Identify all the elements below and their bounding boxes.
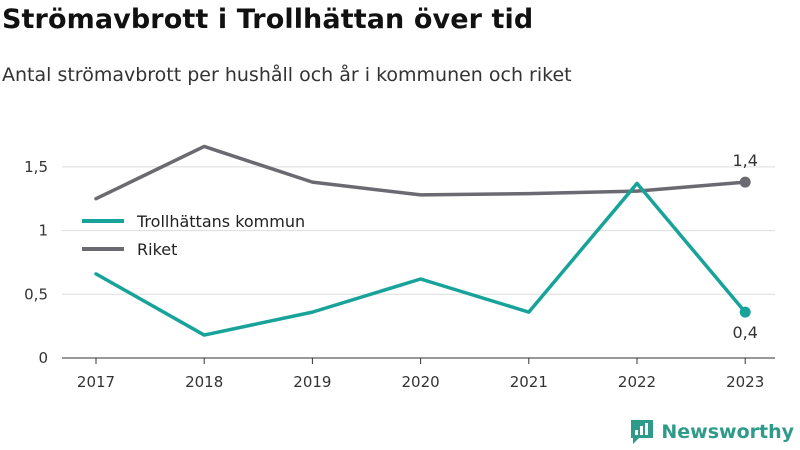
x-tick-label: 2021	[510, 373, 548, 391]
series-end-point	[739, 306, 751, 318]
x-axis-ticks: 2017 2018 2019 2020 2021 2022 2023	[77, 358, 764, 391]
series-end-label: 0,4	[732, 323, 757, 342]
x-tick-label: 2022	[618, 373, 656, 391]
series-end-point	[739, 176, 751, 188]
chart-title: Strömavbrott i Trollhättan över tid	[2, 4, 534, 35]
series-end-label: 1,4	[732, 151, 757, 170]
legend-entry: Riket	[137, 240, 177, 259]
brand-name: Newsworthy	[661, 421, 794, 443]
y-tick-label: 0,5	[24, 285, 48, 303]
x-tick-label: 2020	[402, 373, 440, 391]
x-tick-label: 2018	[185, 373, 223, 391]
chart-subtitle: Antal strömavbrott per hushåll och år i …	[2, 64, 572, 86]
bar-chart-logo-icon	[631, 420, 654, 444]
gridlines	[62, 166, 775, 295]
series-line	[94, 181, 747, 337]
legend-entry: Trollhättans kommun	[136, 212, 305, 231]
brand-logo: Newsworthy	[629, 418, 794, 446]
legend: Trollhättans kommun Riket	[82, 212, 305, 259]
x-tick-label: 2023	[726, 373, 764, 391]
series-line	[94, 144, 747, 201]
x-tick-label: 2019	[293, 373, 331, 391]
y-tick-label: 1	[38, 222, 48, 240]
x-tick-label: 2017	[77, 373, 115, 391]
y-tick-label: 0	[38, 349, 48, 367]
y-tick-label: 1,5	[24, 158, 48, 176]
y-axis-ticks: 0 0,5 1 1,5	[24, 158, 48, 367]
series-lines: 1,4 0,4	[94, 144, 758, 342]
